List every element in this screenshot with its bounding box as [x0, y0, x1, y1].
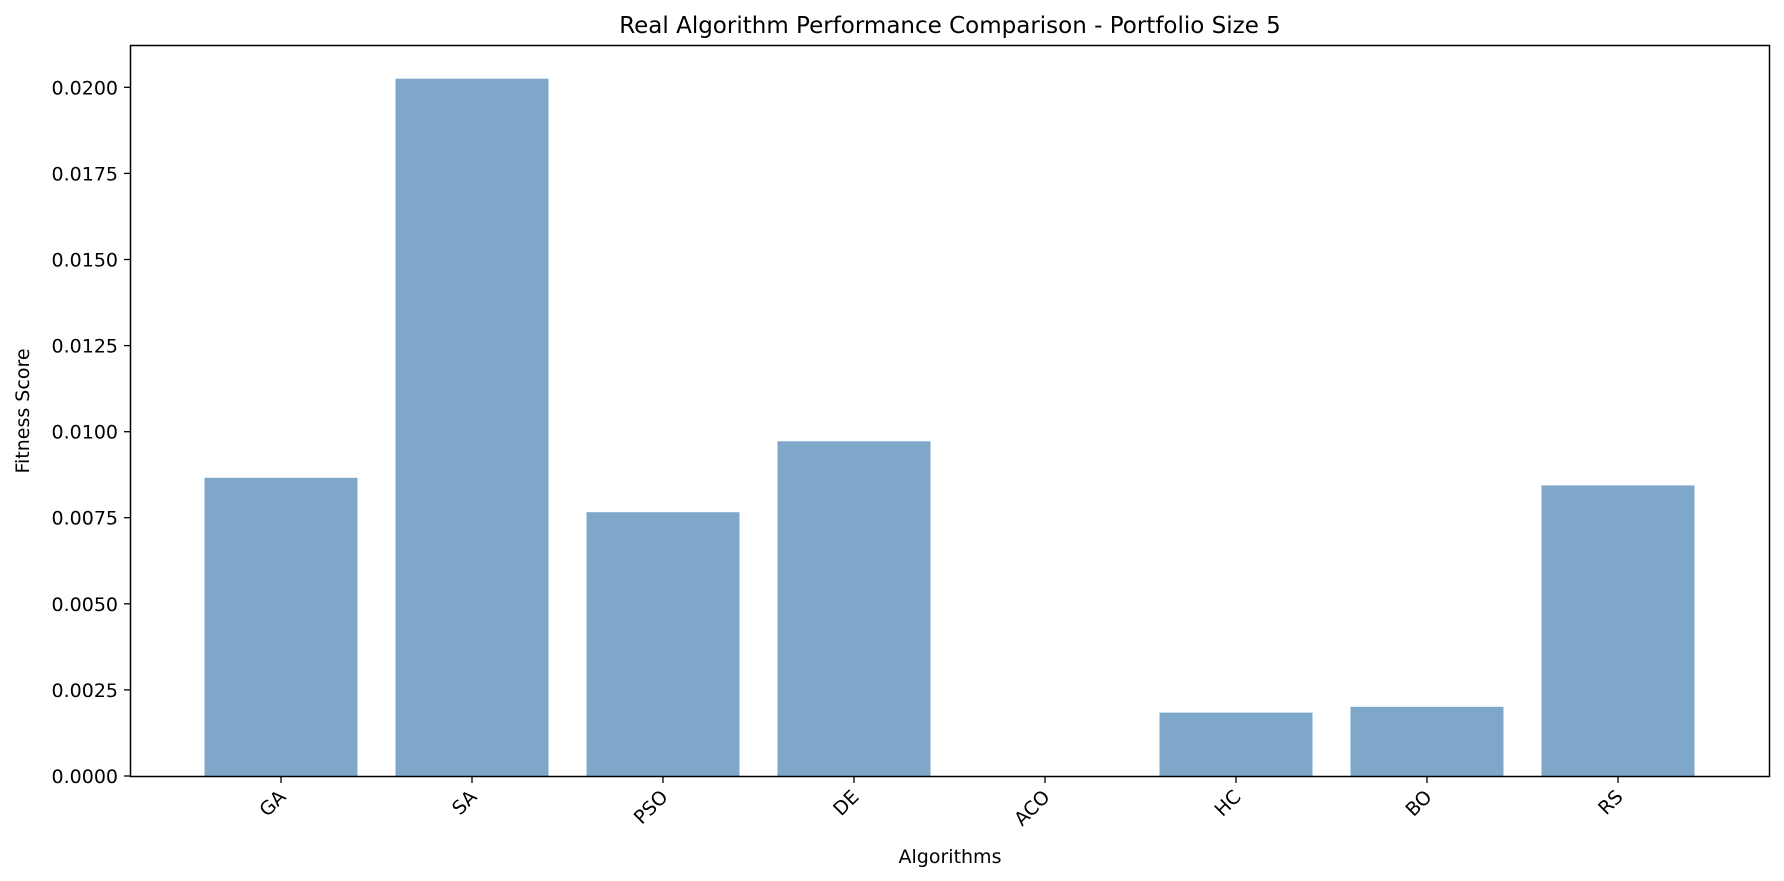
y-tick-label: 0.0125	[52, 336, 118, 358]
y-tick-label: 0.0075	[52, 508, 118, 530]
y-tick-label: 0.0050	[52, 594, 118, 616]
x-tick-label-aco: ACO	[1010, 786, 1054, 830]
bars-layer	[204, 78, 1695, 776]
chart-title: Real Algorithm Performance Comparison - …	[619, 13, 1281, 39]
y-tick-label: 0.0200	[52, 77, 118, 99]
x-axis: GA SA PSO DE ACO HC BO RS	[255, 776, 1628, 830]
y-tick-label: 0.0175	[52, 163, 118, 185]
x-tick-label-bo: BO	[1401, 786, 1436, 821]
plot-frame	[129, 44, 1771, 778]
x-tick-label-ga: GA	[255, 786, 290, 821]
x-tick-label-de: DE	[829, 786, 863, 820]
y-tick-label: 0.0000	[52, 766, 118, 788]
y-axis-label: Fitness Score	[12, 348, 34, 473]
bar-pso	[586, 512, 740, 776]
x-tick-label-pso: PSO	[630, 786, 673, 829]
y-tick-label: 0.0150	[52, 250, 118, 272]
x-tick-label-sa: SA	[448, 786, 482, 820]
bar-bo	[1350, 706, 1504, 776]
y-tick-label: 0.0025	[52, 680, 118, 702]
x-axis-label: Algorithms	[899, 846, 1002, 868]
y-axis: 0.0000 0.0025 0.0050 0.0075 0.0100 0.0125 0.01…	[52, 77, 131, 788]
y-tick-label: 0.0100	[52, 422, 118, 444]
x-tick-label-hc: HC	[1210, 786, 1245, 821]
bar-de	[777, 441, 931, 776]
bar-ga	[204, 477, 358, 776]
bar-rs	[1541, 485, 1695, 776]
x-tick-label-rs: RS	[1594, 786, 1627, 819]
bar-hc	[1159, 712, 1313, 776]
bar-sa	[395, 78, 549, 776]
